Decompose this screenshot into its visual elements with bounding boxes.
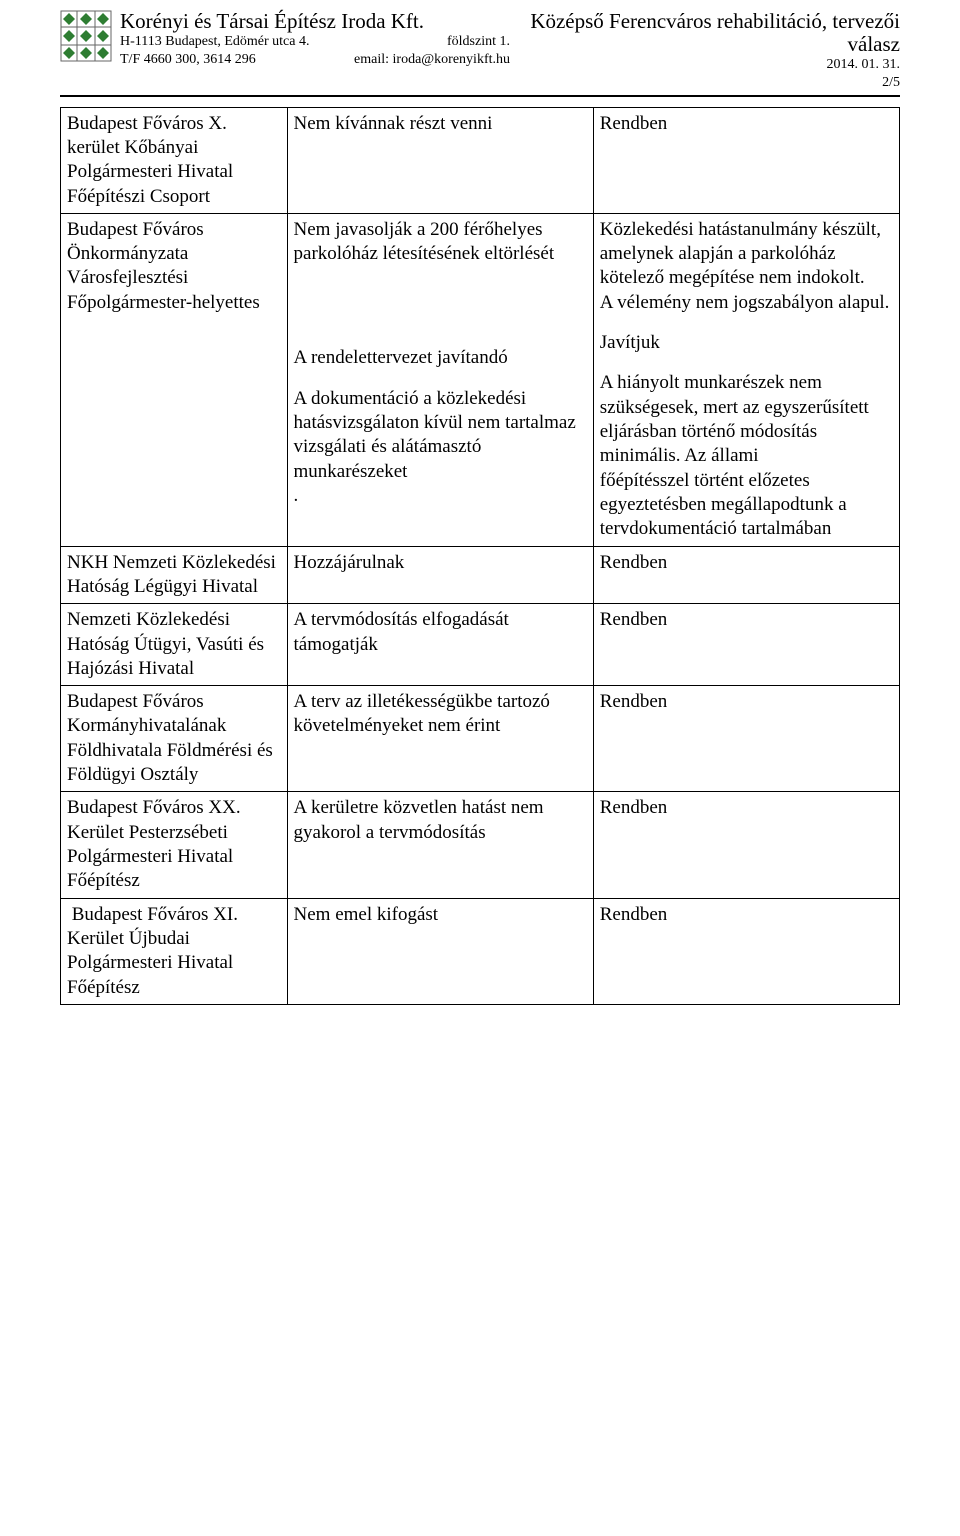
cell-org: Budapest Főváros X. kerület Kőbányai Pol…	[61, 107, 288, 213]
cell-org: Budapest Főváros XI. Kerület Újbudai Pol…	[61, 898, 288, 1004]
cell-response: Közlekedési hatástanulmány készült, amel…	[593, 213, 899, 546]
cell-org: NKH Nemzeti Közlekedési Hatóság Légügyi …	[61, 546, 288, 604]
cell-response: Rendben	[593, 546, 899, 604]
header-right: Középső Ferencváros rehabilitáció, terve…	[510, 10, 900, 93]
response-para: Közlekedési hatástanulmány készült, amel…	[600, 218, 893, 315]
page: Korényi és Társai Építész Iroda Kft. H-1…	[0, 0, 960, 1045]
cell-comment: A tervmódosítás elfogadását támogatják	[287, 604, 593, 686]
address-left-1: H-1113 Budapest, Edömér utca 4.	[120, 33, 309, 51]
address-line-2: T/F 4660 300, 3614 296 email: iroda@kore…	[120, 51, 510, 69]
comment-para: A dokumentáció a közlekedési hatásvizsgá…	[294, 387, 587, 509]
response-table: Budapest Főváros X. kerület Kőbányai Pol…	[60, 107, 900, 1005]
address-left-2: T/F 4660 300, 3614 296	[120, 51, 256, 69]
address-right-2: email: iroda@korenyikft.hu	[354, 51, 510, 69]
company-logo	[60, 10, 112, 62]
cell-comment: Hozzájárulnak	[287, 546, 593, 604]
table-row: Budapest Főváros XX. Kerület Pesterzsébe…	[61, 792, 900, 898]
response-para: A hiányolt munkarészek nem szükségesek, …	[600, 371, 893, 541]
cell-org: Nemzeti Közlekedési Hatóság Útügyi, Vasú…	[61, 604, 288, 686]
response-para: Javítjuk	[600, 331, 893, 355]
cell-response: Rendben	[593, 898, 899, 1004]
table-row: Budapest Főváros Kormányhivatalának Föld…	[61, 686, 900, 792]
cell-org: Budapest Főváros Önkormányzata Városfejl…	[61, 213, 288, 546]
cell-comment: Nem javasolják a 200 férőhelyes parkolóh…	[287, 213, 593, 546]
table-row: NKH Nemzeti Közlekedési Hatóság Légügyi …	[61, 546, 900, 604]
comment-para: A rendelettervezet javítandó	[294, 346, 587, 370]
cell-response: Rendben	[593, 686, 899, 792]
comment-para: Nem javasolják a 200 férőhelyes parkolóh…	[294, 218, 587, 267]
header-left: Korényi és Társai Építész Iroda Kft. H-1…	[120, 10, 510, 69]
cell-org: Budapest Főváros Kormányhivatalának Föld…	[61, 686, 288, 792]
address-line-1: H-1113 Budapest, Edömér utca 4. földszin…	[120, 33, 510, 51]
table-row: Budapest Főváros Önkormányzata Városfejl…	[61, 213, 900, 546]
table-row: Budapest Főváros X. kerület Kőbányai Pol…	[61, 107, 900, 213]
cell-comment: Nem emel kifogást	[287, 898, 593, 1004]
table-row: Nemzeti Közlekedési Hatóság Útügyi, Vasú…	[61, 604, 900, 686]
cell-org: Budapest Főváros XX. Kerület Pesterzsébe…	[61, 792, 288, 898]
table-row: Budapest Főváros XI. Kerület Újbudai Pol…	[61, 898, 900, 1004]
document-date: 2014. 01. 31.	[510, 56, 900, 74]
cell-response: Rendben	[593, 792, 899, 898]
cell-response: Rendben	[593, 107, 899, 213]
page-number: 2/5	[510, 74, 900, 92]
cell-comment: A kerületre közvetlen hatást nem gyakoro…	[287, 792, 593, 898]
page-header: Korényi és Társai Építész Iroda Kft. H-1…	[60, 10, 900, 97]
company-name: Korényi és Társai Építész Iroda Kft.	[120, 10, 510, 33]
project-name: Középső Ferencváros rehabilitáció, terve…	[510, 10, 900, 56]
cell-response: Rendben	[593, 604, 899, 686]
cell-comment: Nem kívánnak részt venni	[287, 107, 593, 213]
address-right-1: földszint 1.	[447, 33, 510, 51]
cell-comment: A terv az illetékességükbe tartozó követ…	[287, 686, 593, 792]
